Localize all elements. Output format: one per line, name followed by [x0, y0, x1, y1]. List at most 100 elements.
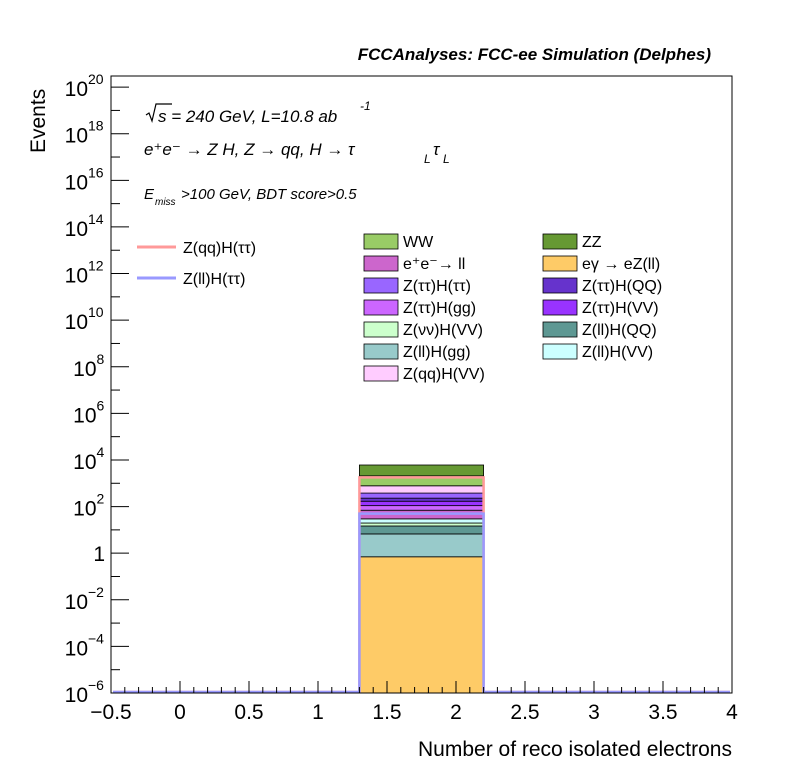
svg-text:10: 10: [65, 591, 88, 614]
stack-segment: [358, 492, 484, 499]
stack-segment: [358, 500, 484, 507]
stack-segment: [358, 518, 484, 524]
svg-text:10: 10: [73, 498, 96, 521]
svg-text:10: 10: [65, 218, 88, 241]
legend-entry-signal: Z(ll)H(ττ): [137, 271, 245, 288]
svg-text:Z(ττ)H(QQ): Z(ττ)H(QQ): [582, 278, 662, 295]
y-tick-label: 10 12: [65, 258, 104, 288]
stack-segment: [358, 505, 484, 511]
stack-segment: [358, 525, 484, 535]
svg-text:10: 10: [73, 404, 96, 427]
svg-text:s = 240 GeV, L=10.8 ab: s = 240 GeV, L=10.8 ab: [158, 107, 337, 126]
y-tick-label: 10 −4: [65, 630, 105, 660]
y-tick-label: 10 4: [73, 444, 104, 474]
x-tick-label: 1.5: [372, 701, 401, 724]
y-tick-label: 10 14: [65, 211, 104, 241]
stack-segment: [358, 485, 484, 494]
y-tick-label: 10 20: [65, 71, 104, 101]
svg-text:ZZ: ZZ: [582, 234, 602, 251]
svg-text:Z(ττ)H(ττ): Z(ττ)H(ττ): [403, 278, 471, 295]
legend-entry-background: Z(ττ)H(VV): [542, 299, 659, 317]
legend-entry-background: ZZ: [542, 233, 602, 251]
svg-text:10: 10: [65, 684, 88, 707]
legend-entry-background: Z(ll)H(QQ): [542, 321, 657, 339]
selection-sub: miss: [155, 197, 176, 208]
process-text: e⁺e⁻ → Z H, Z → qq, H → τ: [144, 140, 356, 159]
svg-text:10: 10: [88, 304, 104, 320]
x-tick-label: −0.5: [90, 701, 131, 724]
chart-title: FCCAnalyses: FCC-ee Simulation (Delphes): [358, 45, 712, 64]
svg-text:Z(ll)H(ττ): Z(ll)H(ττ): [183, 271, 245, 288]
svg-text:6: 6: [97, 397, 105, 413]
legend-entry-background: Z(ττ)H(QQ): [542, 277, 662, 295]
svg-text:Z(ll)H(gg): Z(ll)H(gg): [403, 344, 471, 361]
y-axis-label: Events: [27, 89, 50, 153]
svg-text:4: 4: [97, 444, 105, 460]
svg-text:−6: −6: [88, 677, 104, 693]
svg-text:2: 2: [97, 491, 105, 507]
y-tick-label: 10 8: [73, 351, 104, 381]
svg-text:10: 10: [65, 125, 88, 148]
x-tick-label: 3.5: [648, 701, 677, 724]
legend-backgrounds: WW e⁺e⁻→ ll Z(ττ)H(ττ) Z(ττ)H(gg) Z(νν)H(VV)…: [363, 233, 662, 383]
svg-text:Z(qq)H(VV): Z(qq)H(VV): [403, 366, 485, 383]
annotation-process: e⁺e⁻ → Z H, Z → qq, H → τ L τ L: [144, 140, 450, 166]
annotation-selection: E miss >100 GeV, BDT score>0.5: [144, 186, 357, 208]
svg-text:WW: WW: [403, 234, 434, 251]
x-tick-label: 0: [174, 701, 186, 724]
selection-rest: >100 GeV, BDT score>0.5: [181, 186, 357, 203]
annotation-energy: s = 240 GeV, L=10.8 ab -1: [145, 99, 371, 126]
svg-text:Z(ττ)H(gg): Z(ττ)H(gg): [403, 300, 476, 317]
legend-entry-background: Z(ll)H(VV): [542, 343, 653, 361]
svg-text:10: 10: [65, 171, 88, 194]
process-sub-2: L: [443, 152, 450, 166]
stack-segment: [358, 464, 484, 477]
svg-text:eγ → eZ(ll): eγ → eZ(ll): [582, 256, 660, 273]
svg-text:Z(νν)H(VV): Z(νν)H(VV): [403, 322, 483, 339]
stack-segment: [358, 522, 484, 527]
legend-entry-background: Z(ττ)H(ττ): [363, 277, 471, 295]
svg-text:−4: −4: [88, 630, 104, 646]
legend-signals: Z(qq)H(ττ) Z(ll)H(ττ): [137, 240, 256, 288]
svg-text:Z(ττ)H(VV): Z(ττ)H(VV): [582, 300, 659, 317]
x-tick-label: 2: [450, 701, 462, 724]
x-axis: −0.5 0 0.5 1 1.5 2 2.5 3 3.5 4: [90, 681, 738, 724]
svg-text:10: 10: [73, 451, 96, 474]
svg-text:10: 10: [65, 78, 88, 101]
legend-entry-background: WW: [363, 233, 434, 251]
svg-text:8: 8: [97, 351, 105, 367]
svg-text:Z(qq)H(ττ): Z(qq)H(ττ): [183, 240, 256, 257]
process-tau-2: τ: [433, 140, 441, 159]
svg-text:12: 12: [88, 258, 104, 274]
svg-text:Z(ll)H(VV): Z(ll)H(VV): [582, 344, 653, 361]
stack-segment: [358, 556, 484, 694]
plot-frame: [110, 75, 733, 694]
legend-entry-background: Z(qq)H(VV): [363, 365, 485, 383]
svg-text:Z(ll)H(QQ): Z(ll)H(QQ): [582, 322, 657, 339]
y-tick-label: 1: [93, 543, 105, 566]
svg-text:10: 10: [65, 265, 88, 288]
x-tick-label: 4: [726, 701, 738, 724]
svg-text:−2: −2: [88, 584, 104, 600]
legend-entry-background: e⁺e⁻→ ll: [363, 255, 465, 273]
svg-text:14: 14: [88, 211, 104, 227]
legend-entry-background: Z(ττ)H(gg): [363, 299, 476, 317]
legend-entry-background: eγ → eZ(ll): [542, 255, 660, 273]
stack-segment: [358, 533, 484, 558]
svg-text:e⁺e⁻→ ll: e⁺e⁻→ ll: [403, 256, 465, 273]
x-tick-label: 1: [312, 701, 324, 724]
svg-text:10: 10: [65, 311, 88, 334]
y-tick-label: 10 2: [73, 491, 104, 521]
selection-prefix: E: [144, 186, 155, 203]
svg-text:1: 1: [93, 543, 105, 566]
svg-text:16: 16: [88, 164, 104, 180]
stack-segment: [358, 497, 484, 502]
x-tick-label: 0.5: [234, 701, 263, 724]
y-tick-label: 10 18: [65, 118, 104, 148]
process-sub-1: L: [424, 152, 431, 166]
legend-entry-signal: Z(qq)H(ττ): [137, 240, 256, 257]
svg-text:18: 18: [88, 118, 104, 134]
y-tick-label: 10 6: [73, 397, 104, 427]
